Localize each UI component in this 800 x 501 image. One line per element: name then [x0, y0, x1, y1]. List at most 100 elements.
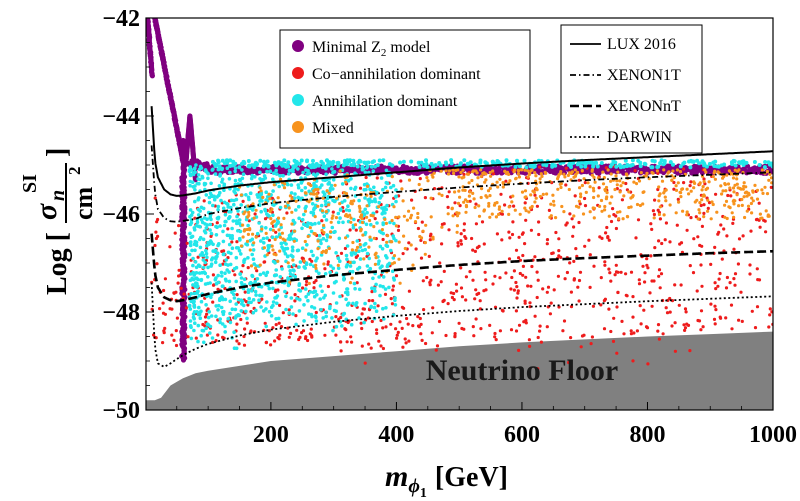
- point-coann: [521, 231, 525, 235]
- point-coann: [377, 339, 381, 343]
- point-mixed: [416, 216, 420, 220]
- point-mixed: [698, 201, 702, 205]
- point-ann: [385, 255, 389, 260]
- point-coann: [564, 183, 568, 187]
- point-ann: [259, 305, 263, 309]
- point-ann: [356, 267, 360, 271]
- point-coann: [279, 325, 284, 329]
- point-mixed: [416, 211, 420, 216]
- point-coann: [460, 295, 464, 299]
- point-ann: [240, 168, 244, 172]
- point-coann: [656, 187, 660, 192]
- point-ann: [291, 254, 295, 259]
- point-coann: [702, 177, 706, 181]
- point-mixed: [590, 169, 594, 173]
- point-coann: [702, 211, 706, 215]
- point-coann: [527, 338, 532, 342]
- point-coann: [545, 325, 549, 329]
- point-coann: [670, 324, 674, 328]
- point-ann: [293, 192, 297, 196]
- point-ann: [655, 165, 660, 169]
- point-ann: [289, 296, 294, 300]
- point-mixed: [755, 188, 760, 192]
- point-ann: [369, 304, 374, 309]
- point-coann: [722, 227, 726, 231]
- point-ann: [221, 239, 226, 244]
- point-coann: [363, 361, 367, 365]
- point-mixed: [459, 170, 463, 175]
- point-ann: [378, 244, 383, 249]
- point-coann: [612, 316, 616, 320]
- point-ann: [269, 305, 274, 310]
- point-coann: [462, 228, 466, 232]
- point-coann: [563, 277, 567, 281]
- point-coann: [348, 228, 352, 232]
- point-coann: [364, 175, 368, 180]
- point-coann: [373, 217, 377, 221]
- point-ann: [392, 236, 396, 241]
- point-ann: [363, 196, 367, 200]
- point-ann: [204, 193, 209, 197]
- point-ann: [236, 187, 240, 192]
- point-ann: [246, 255, 250, 260]
- point-coann: [688, 184, 692, 188]
- point-coann: [620, 319, 624, 323]
- point-ann: [264, 273, 268, 278]
- point-coann: [453, 201, 457, 205]
- point-coann: [528, 301, 532, 305]
- point-ann: [226, 205, 230, 209]
- point-coann: [609, 329, 613, 334]
- point-mixed: [534, 196, 538, 200]
- point-coann: [309, 327, 313, 331]
- point-ann: [353, 171, 357, 175]
- point-coann: [355, 281, 359, 285]
- point-mixed: [413, 220, 418, 224]
- point-ann: [209, 217, 213, 222]
- point-ann: [274, 168, 279, 173]
- point-ann: [219, 270, 224, 275]
- point-ann: [353, 286, 357, 291]
- point-ann: [389, 185, 393, 190]
- point-coann: [453, 335, 457, 339]
- point-coann: [483, 270, 487, 274]
- point-mixed: [615, 183, 619, 187]
- point-ann: [223, 262, 228, 267]
- point-ann: [244, 309, 248, 314]
- point-ann: [599, 161, 604, 165]
- point-mixed: [554, 216, 558, 220]
- point-mixed: [412, 206, 416, 210]
- point-ann: [712, 164, 717, 168]
- point-ann: [352, 161, 356, 166]
- point-coann: [154, 230, 158, 234]
- point-ann: [221, 312, 226, 317]
- point-ann: [220, 180, 224, 184]
- point-mixed: [731, 176, 736, 180]
- point-coann: [521, 273, 525, 277]
- point-ann: [376, 262, 381, 266]
- neutrino-floor-label: Neutrino Floor: [426, 354, 618, 387]
- point-mixed: [630, 195, 635, 199]
- point-ann: [267, 309, 272, 314]
- point-mixed: [751, 199, 755, 203]
- point-coann: [334, 333, 338, 337]
- point-mixed: [271, 248, 275, 252]
- point-coann: [419, 238, 423, 242]
- point-ann: [688, 165, 693, 170]
- point-coann: [404, 341, 408, 345]
- point-ann: [242, 303, 246, 308]
- point-coann: [521, 253, 525, 258]
- point-coann: [699, 309, 704, 313]
- point-mixed: [419, 187, 423, 191]
- point-ann: [438, 163, 443, 168]
- point-mixed: [657, 185, 661, 189]
- point-coann: [177, 268, 181, 272]
- point-mixed: [723, 203, 727, 207]
- point-mixed: [239, 244, 244, 248]
- point-ann: [265, 270, 270, 275]
- point-mixed: [609, 179, 613, 183]
- point-ann: [276, 316, 281, 321]
- point-coann: [371, 299, 375, 303]
- point-ann: [236, 246, 240, 250]
- point-ann: [383, 287, 388, 291]
- point-ann: [289, 183, 294, 187]
